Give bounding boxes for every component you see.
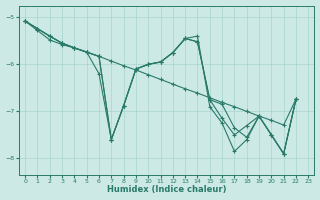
X-axis label: Humidex (Indice chaleur): Humidex (Indice chaleur)	[107, 185, 227, 194]
